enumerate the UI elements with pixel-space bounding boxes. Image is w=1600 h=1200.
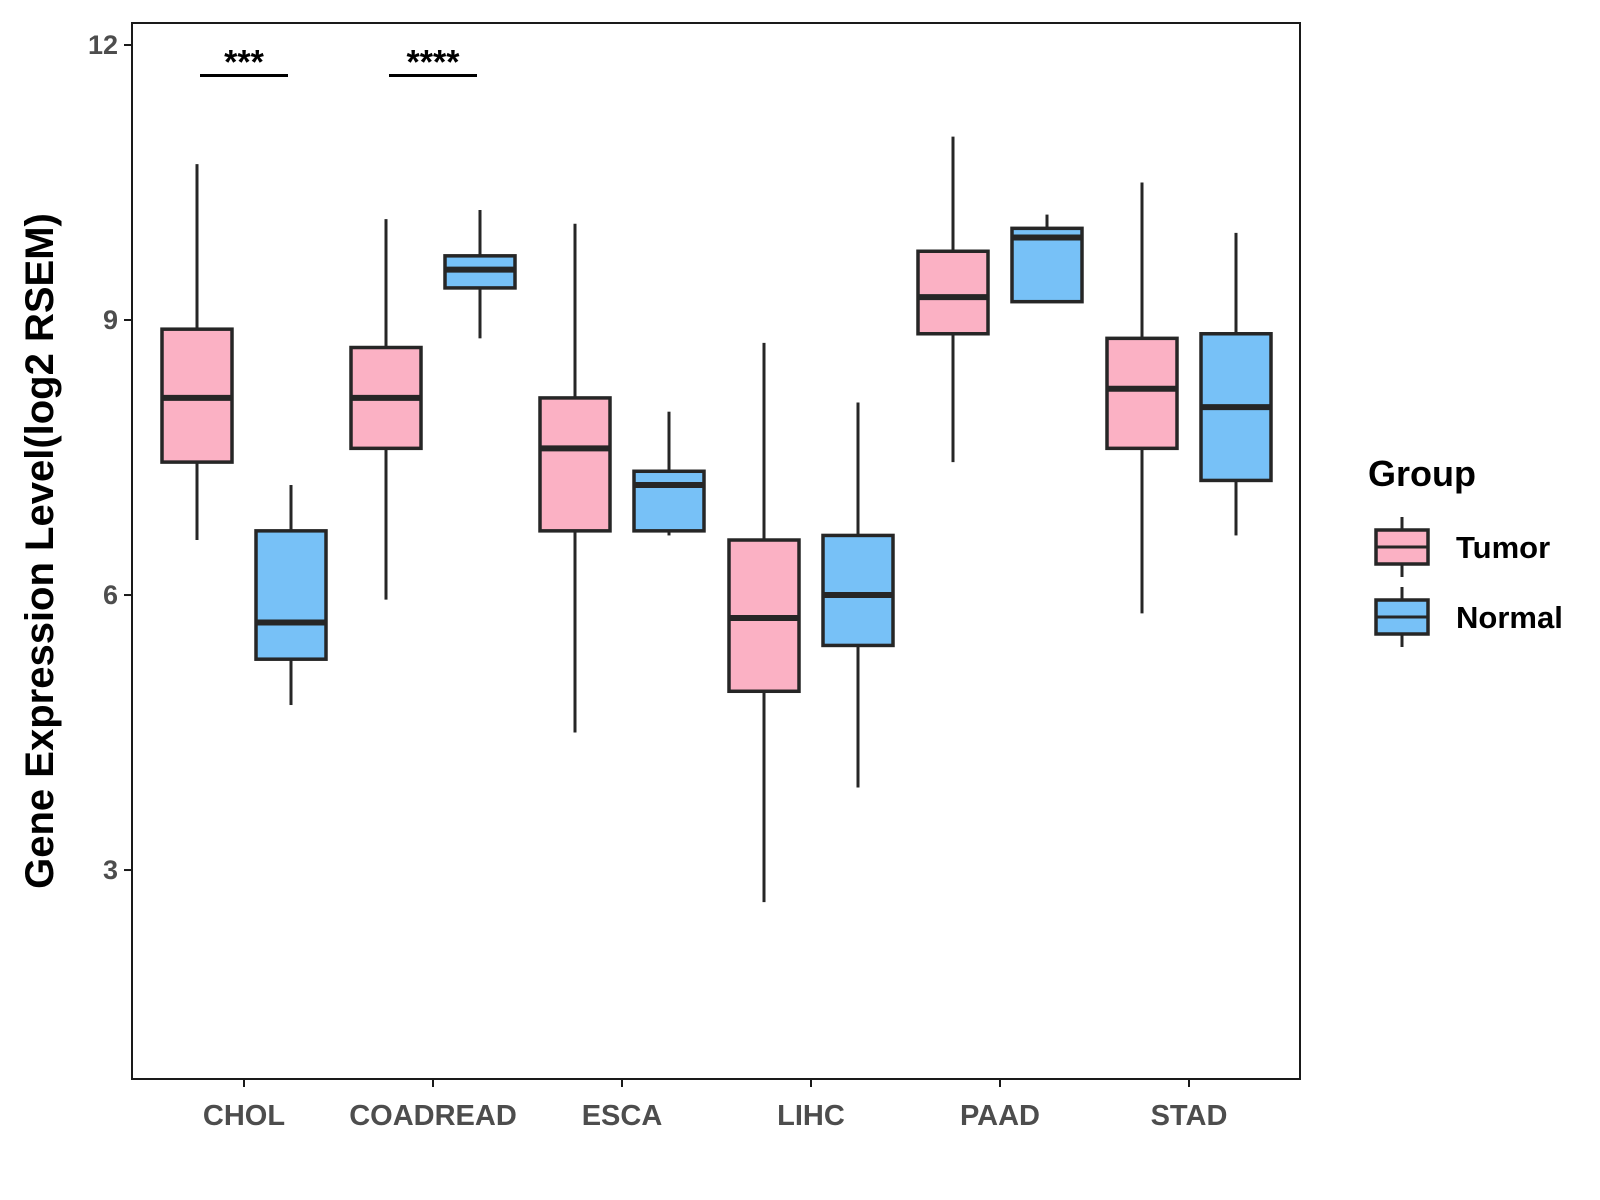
box-iqr: [1105, 336, 1179, 451]
y-tick-label: 12: [88, 30, 118, 60]
boxes-layer: *** ****: [160, 44, 1273, 903]
box-tumor-paad: [916, 136, 990, 463]
box-tumor-esca: [538, 223, 612, 733]
box-normal-stad: [1199, 232, 1273, 536]
x-tick-label: ESCA: [582, 1100, 663, 1132]
box-iqr: [916, 249, 990, 336]
box-tumor-chol: [160, 164, 234, 541]
y-tick-label: 9: [103, 305, 118, 335]
box-normal-paad: [1010, 214, 1084, 304]
box-iqr: [254, 529, 328, 661]
x-tick-label: STAD: [1151, 1100, 1228, 1132]
legend-item-tumor: Tumor: [1374, 517, 1550, 577]
box-tumor-coadread: [349, 219, 423, 600]
box-iqr: [1010, 226, 1084, 304]
box-iqr: [632, 469, 706, 533]
legend-item-normal: Normal: [1374, 587, 1563, 647]
box-normal-lihc: [821, 402, 895, 788]
significance-label: ****: [407, 44, 461, 82]
box-normal-chol: [254, 485, 328, 706]
legend-label: Tumor: [1456, 530, 1550, 565]
legend: Group Tumor Normal: [1368, 453, 1563, 647]
x-tick-label: PAAD: [960, 1100, 1040, 1132]
x-tick-label: LIHC: [777, 1100, 845, 1132]
box-normal-esca: [632, 411, 706, 536]
box-iqr: [538, 396, 612, 533]
box-tumor-stad: [1105, 182, 1179, 614]
significance-label: ***: [224, 44, 264, 82]
x-tick-label: COADREAD: [349, 1100, 517, 1132]
y-tick-label: 6: [103, 580, 118, 610]
box-normal-coadread: [443, 210, 517, 339]
box-iqr: [821, 533, 895, 648]
x-tick-label: CHOL: [203, 1100, 285, 1132]
axes-layer: 3 6 9 12 CHOL COADREAD ESCA LIHC PAAD STAD: [88, 30, 1227, 1132]
legend-title: Group: [1368, 453, 1476, 494]
box-tumor-lihc: [727, 342, 801, 903]
legend-label: Normal: [1456, 600, 1563, 635]
y-axis-title: Gene Expression Level(log2 RSEM): [18, 213, 62, 889]
y-tick-label: 3: [103, 855, 118, 885]
